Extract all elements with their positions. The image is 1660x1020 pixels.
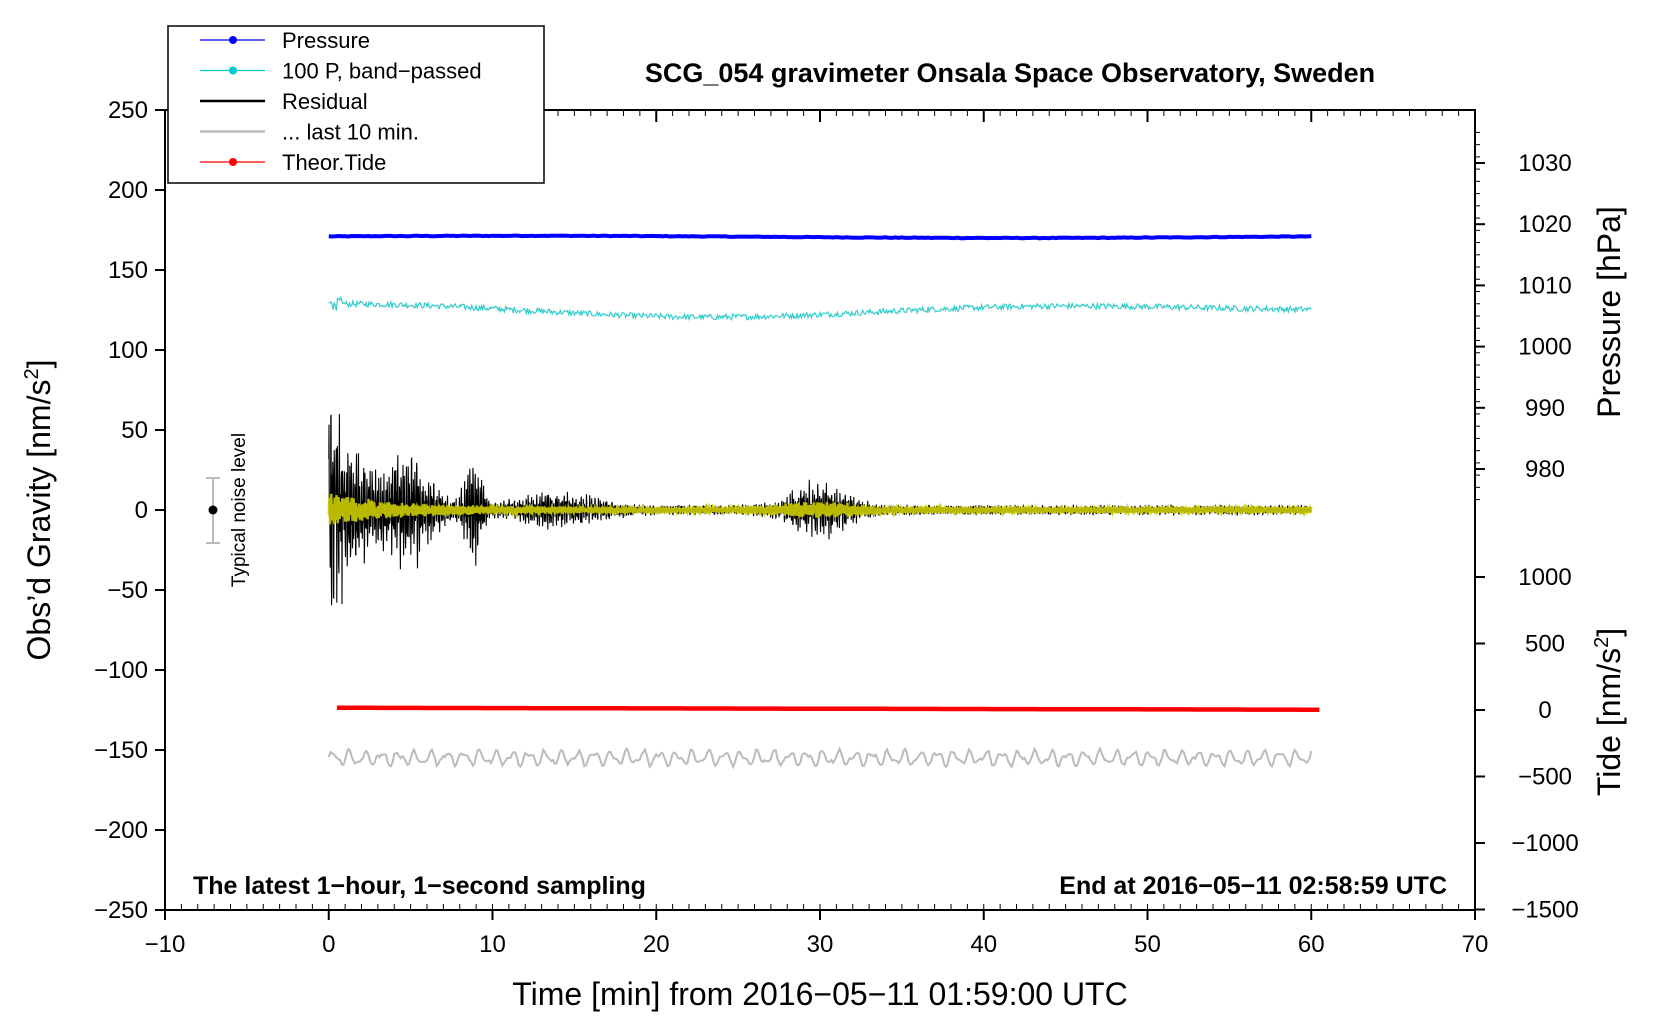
pressure-tick-label: 1020 — [1518, 211, 1571, 238]
y-tick-label: 0 — [135, 497, 148, 524]
residual-smoothed-line — [327, 493, 1313, 525]
legend-swatch-marker — [229, 36, 237, 44]
pressure-tick-label: 990 — [1525, 395, 1565, 422]
tide-tick-label: 500 — [1525, 631, 1565, 658]
tide-title-end: ] — [1591, 628, 1627, 637]
x-axis: −10 0 10 20 30 40 50 60 70 — [145, 110, 1489, 958]
y-axis-left-title: Obs’d Gravity [nm/s2] — [21, 360, 57, 661]
x-tick-label: 20 — [643, 931, 670, 958]
annotation-right: End at 2016−05−11 02:58:59 UTC — [1059, 872, 1447, 900]
tide-tick-label: −1000 — [1511, 830, 1578, 857]
tide-title-sup: 2 — [1591, 637, 1613, 648]
y-left-title-sup: 2 — [21, 368, 43, 379]
tide-title-main: Tide [nm/s — [1591, 648, 1627, 796]
y-left-title-end: ] — [21, 360, 57, 369]
y-tick-label: 50 — [121, 417, 148, 444]
legend-label: Pressure — [282, 28, 370, 53]
noise-level-indicator: Typical noise level — [206, 433, 250, 587]
x-tick-label: 60 — [1298, 931, 1325, 958]
y-tick-label: 150 — [108, 257, 148, 284]
y-tick-label: −200 — [94, 817, 148, 844]
legend-label: ... last 10 min. — [282, 120, 419, 145]
y-axis-pressure: 1030 1020 1010 1000 990 980 — [1475, 131, 1572, 501]
series-layer — [327, 233, 1320, 770]
y-tick-label: −100 — [94, 657, 148, 684]
x-axis-title: Time [min] from 2016−05−11 01:59:00 UTC — [512, 976, 1127, 1012]
tide-tick-label: −500 — [1518, 764, 1572, 791]
band-passed-pressure-line — [328, 295, 1312, 322]
y-tick-label: −250 — [94, 897, 148, 924]
legend: Pressure 100 P, band−passed Residual ... la… — [167, 25, 545, 184]
legend-label: Residual — [282, 89, 368, 114]
y-tick-label: 200 — [108, 177, 148, 204]
legend-box — [167, 25, 545, 184]
y-axis-pressure-title: Pressure [hPa] — [1591, 206, 1627, 418]
x-tick-label: 0 — [322, 931, 335, 958]
noise-level-label: Typical noise level — [229, 433, 250, 587]
pressure-tick-label: 1010 — [1518, 272, 1571, 299]
y-axis-tide-title: Tide [nm/s2] — [1591, 628, 1627, 796]
y-tick-label: 100 — [108, 337, 148, 364]
legend-swatch-marker — [229, 158, 237, 166]
x-tick-label: 50 — [1134, 931, 1161, 958]
tide-tick-label: 1000 — [1518, 564, 1571, 591]
y-tick-label: −150 — [94, 737, 148, 764]
legend-swatch-marker — [229, 66, 237, 75]
last-10-min-line — [327, 746, 1313, 770]
x-tick-label: 30 — [807, 931, 834, 958]
noise-bar-center — [208, 505, 218, 515]
theoretical-tide-line — [336, 705, 1320, 712]
legend-label: Theor.Tide — [282, 150, 386, 175]
x-tick-label: −10 — [145, 931, 186, 958]
x-tick-label: 10 — [479, 931, 506, 958]
pressure-line — [328, 233, 1312, 241]
x-tick-label: 40 — [970, 931, 997, 958]
annotation-left: The latest 1−hour, 1−second sampling — [193, 872, 646, 900]
y-axis-tide: 1000 500 0 −500 −1000 −1500 — [1475, 564, 1579, 924]
x-tick-label: 70 — [1462, 931, 1489, 958]
y-tick-label: −50 — [107, 577, 148, 604]
legend-label: 100 P, band−passed — [282, 59, 482, 84]
y-left-title-main: Obs’d Gravity [nm/s — [21, 380, 57, 661]
y-axis-left: 250 200 150 100 50 0 −50 −100 −150 −200 −250 — [94, 97, 165, 924]
y-tick-label: 250 — [108, 97, 148, 124]
tide-tick-label: −1500 — [1511, 897, 1578, 924]
tide-tick-label: 0 — [1538, 697, 1551, 724]
pressure-tick-label: 1030 — [1518, 150, 1571, 177]
pressure-tick-label: 980 — [1525, 456, 1565, 483]
pressure-tick-label: 1000 — [1518, 334, 1571, 361]
chart-title: SCG_054 gravimeter Onsala Space Observat… — [645, 58, 1375, 88]
